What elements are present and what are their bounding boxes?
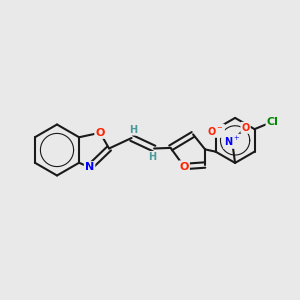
Text: N$^+$: N$^+$ [224,135,240,148]
Text: Cl: Cl [267,117,278,127]
Text: O: O [242,123,250,133]
Text: O: O [95,128,105,138]
Text: N: N [85,162,94,172]
Text: H: H [129,124,137,135]
Text: O: O [179,161,189,172]
Text: O$^-$: O$^-$ [207,125,224,137]
Text: H: H [148,152,157,162]
